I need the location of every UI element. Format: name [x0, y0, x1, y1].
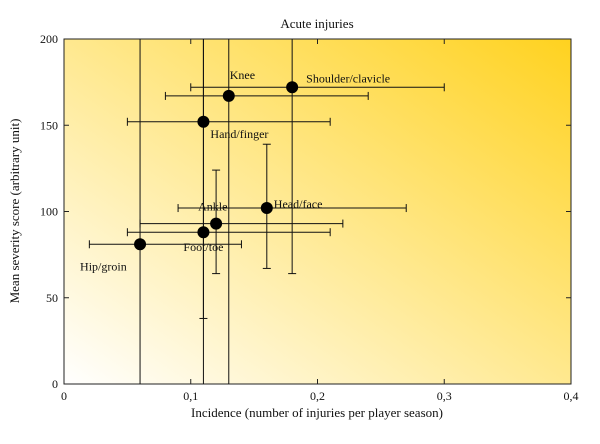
x-axis-label: Incidence (number of injuries per player… [191, 405, 443, 420]
axis-ticks: 0 0,1 0,2 0,3 0,4 0 50 100 150 200 [40, 32, 579, 403]
y-tick-label: 150 [40, 118, 58, 132]
y-tick-label: 200 [40, 32, 58, 46]
point-labels: Knee Shoulder/clavicle Hand/finger Head/fac… [80, 68, 390, 273]
x-tick-label: 0 [61, 389, 67, 403]
chart-title: Acute injuries [280, 16, 353, 31]
data-point [286, 81, 299, 94]
point-label: Ankle [198, 200, 227, 214]
y-tick-label: 100 [40, 205, 58, 219]
data-point [210, 217, 223, 230]
plot-area [63, 38, 572, 385]
point-label: Head/face [274, 197, 323, 211]
point-label: Hand/finger [210, 127, 268, 141]
data-point [197, 115, 210, 128]
point-label: Shoulder/clavicle [306, 71, 390, 85]
y-tick-label: 0 [52, 377, 58, 391]
point-label: Foot/toe [183, 240, 223, 254]
error-bars [88, 39, 445, 384]
y-axis-label: Mean severity score (arbitrary unit) [7, 119, 22, 304]
point-label: Hip/groin [80, 259, 127, 273]
data-point [260, 202, 273, 215]
data-points [134, 81, 299, 251]
point-label: Knee [230, 68, 255, 82]
data-point [197, 226, 210, 239]
x-tick-label: 0,3 [437, 389, 452, 403]
x-tick-label: 0,4 [564, 389, 579, 403]
data-point [134, 238, 147, 251]
data-point [222, 89, 235, 102]
y-tick-label: 50 [46, 291, 58, 305]
x-tick-label: 0,1 [183, 389, 198, 403]
x-tick-label: 0,2 [310, 389, 325, 403]
